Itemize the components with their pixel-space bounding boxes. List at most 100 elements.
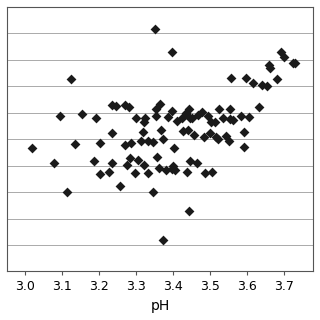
X-axis label: pH: pH: [150, 299, 170, 313]
Point: [110, 131, 115, 136]
Point: [169, 108, 174, 113]
Point: [266, 62, 271, 67]
Point: [107, 170, 112, 175]
Point: [117, 184, 123, 189]
Point: [209, 169, 214, 174]
Point: [127, 104, 132, 109]
Point: [180, 129, 186, 134]
Point: [79, 112, 84, 117]
Point: [129, 140, 134, 145]
Point: [153, 106, 158, 111]
Point: [281, 55, 286, 60]
Point: [57, 114, 62, 119]
Point: [92, 158, 97, 163]
Point: [133, 116, 138, 121]
Point: [171, 163, 176, 168]
Point: [207, 130, 212, 135]
Point: [265, 83, 270, 88]
Point: [123, 143, 128, 148]
Point: [152, 27, 157, 32]
Point: [51, 161, 56, 166]
Point: [195, 161, 200, 166]
Point: [243, 76, 248, 81]
Point: [179, 115, 184, 120]
Point: [186, 127, 191, 132]
Point: [239, 113, 244, 118]
Point: [171, 146, 176, 151]
Point: [109, 161, 115, 166]
Point: [135, 157, 140, 162]
Point: [139, 138, 144, 143]
Point: [202, 134, 207, 139]
Point: [122, 103, 127, 108]
Point: [128, 156, 133, 161]
Point: [145, 138, 150, 143]
Point: [160, 137, 165, 142]
Point: [155, 155, 160, 160]
Point: [161, 237, 166, 242]
Point: [208, 119, 213, 124]
Point: [242, 130, 247, 135]
Point: [268, 65, 273, 70]
Point: [227, 107, 232, 112]
Point: [125, 162, 130, 167]
Point: [29, 146, 35, 151]
Point: [133, 171, 138, 176]
Point: [215, 136, 220, 141]
Point: [216, 107, 221, 112]
Point: [157, 101, 162, 107]
Point: [279, 50, 284, 55]
Point: [191, 132, 196, 137]
Point: [169, 167, 174, 172]
Point: [196, 113, 201, 118]
Point: [110, 102, 115, 107]
Point: [220, 116, 225, 121]
Point: [184, 170, 189, 175]
Point: [163, 168, 168, 173]
Point: [113, 103, 118, 108]
Point: [187, 158, 192, 163]
Point: [165, 114, 170, 119]
Point: [292, 60, 297, 65]
Point: [154, 114, 159, 119]
Point: [143, 116, 148, 121]
Point: [64, 189, 69, 195]
Point: [241, 144, 246, 149]
Point: [257, 104, 262, 109]
Point: [172, 167, 177, 172]
Point: [251, 81, 256, 86]
Point: [141, 120, 147, 125]
Point: [186, 107, 191, 112]
Point: [205, 114, 210, 119]
Point: [151, 189, 156, 194]
Point: [190, 115, 195, 120]
Point: [275, 76, 280, 81]
Point: [247, 115, 252, 120]
Point: [69, 76, 74, 81]
Point: [151, 140, 156, 145]
Point: [157, 166, 162, 171]
Point: [72, 141, 77, 147]
Point: [260, 83, 265, 88]
Point: [231, 117, 236, 122]
Point: [142, 163, 147, 168]
Point: [214, 135, 219, 140]
Point: [227, 139, 232, 144]
Point: [290, 60, 295, 66]
Point: [213, 119, 218, 124]
Point: [159, 128, 164, 133]
Point: [174, 119, 180, 124]
Point: [228, 76, 234, 81]
Point: [186, 209, 191, 214]
Point: [184, 110, 189, 116]
Point: [202, 171, 207, 176]
Point: [227, 116, 232, 122]
Point: [199, 109, 204, 115]
Point: [93, 116, 99, 121]
Point: [98, 171, 103, 176]
Point: [141, 130, 146, 135]
Point: [223, 134, 228, 139]
Point: [170, 50, 175, 55]
Point: [188, 115, 193, 120]
Point: [98, 141, 103, 146]
